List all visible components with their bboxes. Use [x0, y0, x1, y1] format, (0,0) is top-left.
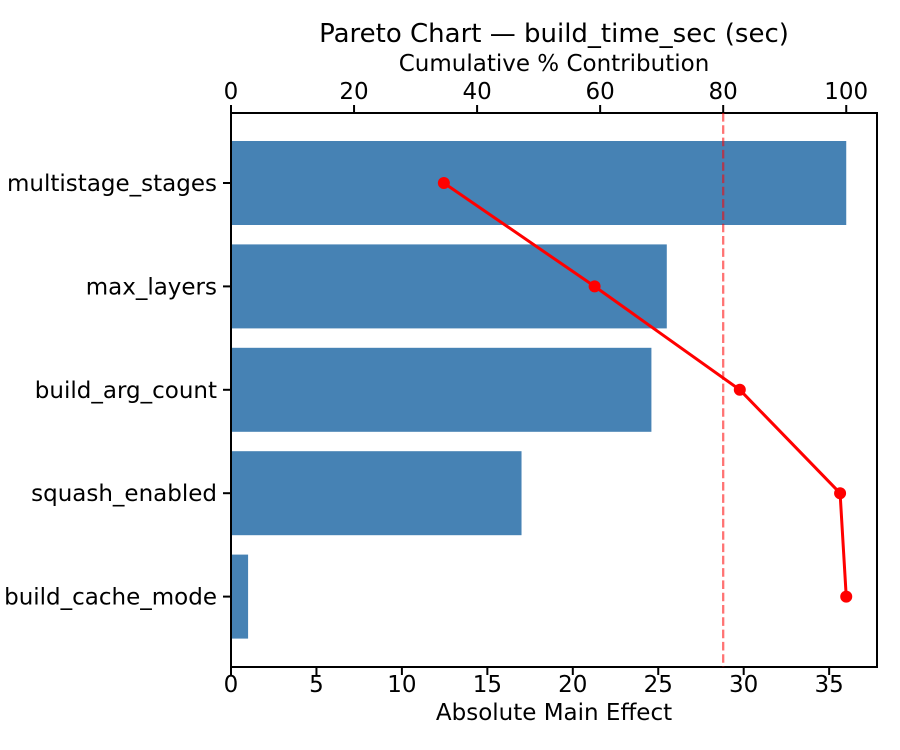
top-tick-label: 40 [462, 79, 491, 105]
bottom-tick-label: 25 [644, 672, 673, 698]
y-tick-label: build_cache_mode [4, 585, 217, 611]
cumulative-point [588, 280, 601, 293]
bottom-axis-label: Absolute Main Effect [435, 700, 673, 726]
cumulative-point [733, 383, 746, 396]
bottom-tick-label: 15 [473, 672, 502, 698]
cumulative-point [834, 487, 847, 500]
top-axis-label: Cumulative % Contribution [398, 51, 710, 77]
bottom-tick-label: 35 [815, 672, 844, 698]
y-tick-label: multistage_stages [7, 171, 217, 197]
y-tick-label: build_arg_count [35, 378, 217, 404]
top-tick-label: 100 [824, 79, 868, 105]
chart-title: Pareto Chart — build_time_sec (sec) [319, 19, 789, 49]
bar-build_cache_mode [232, 554, 249, 639]
bar-max_layers [232, 244, 667, 329]
bottom-tick-label: 5 [309, 672, 324, 698]
cumulative-point [437, 177, 450, 189]
bottom-tick-label: 30 [729, 672, 758, 698]
y-tick-label: squash_enabled [31, 481, 217, 507]
top-tick-label: 60 [586, 79, 615, 105]
top-tick-label: 20 [339, 79, 368, 105]
bottom-tick-label: 20 [558, 672, 587, 698]
top-tick-label: 80 [709, 79, 738, 105]
y-tick-label: max_layers [86, 274, 217, 300]
bar-build_arg_count [232, 347, 652, 432]
bar-multistage_stages [232, 141, 847, 225]
cumulative-point [840, 590, 853, 603]
top-tick-label: 0 [224, 79, 239, 105]
bar-squash_enabled [232, 451, 522, 536]
bottom-tick-label: 10 [387, 672, 416, 698]
bottom-tick-label: 0 [224, 672, 239, 698]
